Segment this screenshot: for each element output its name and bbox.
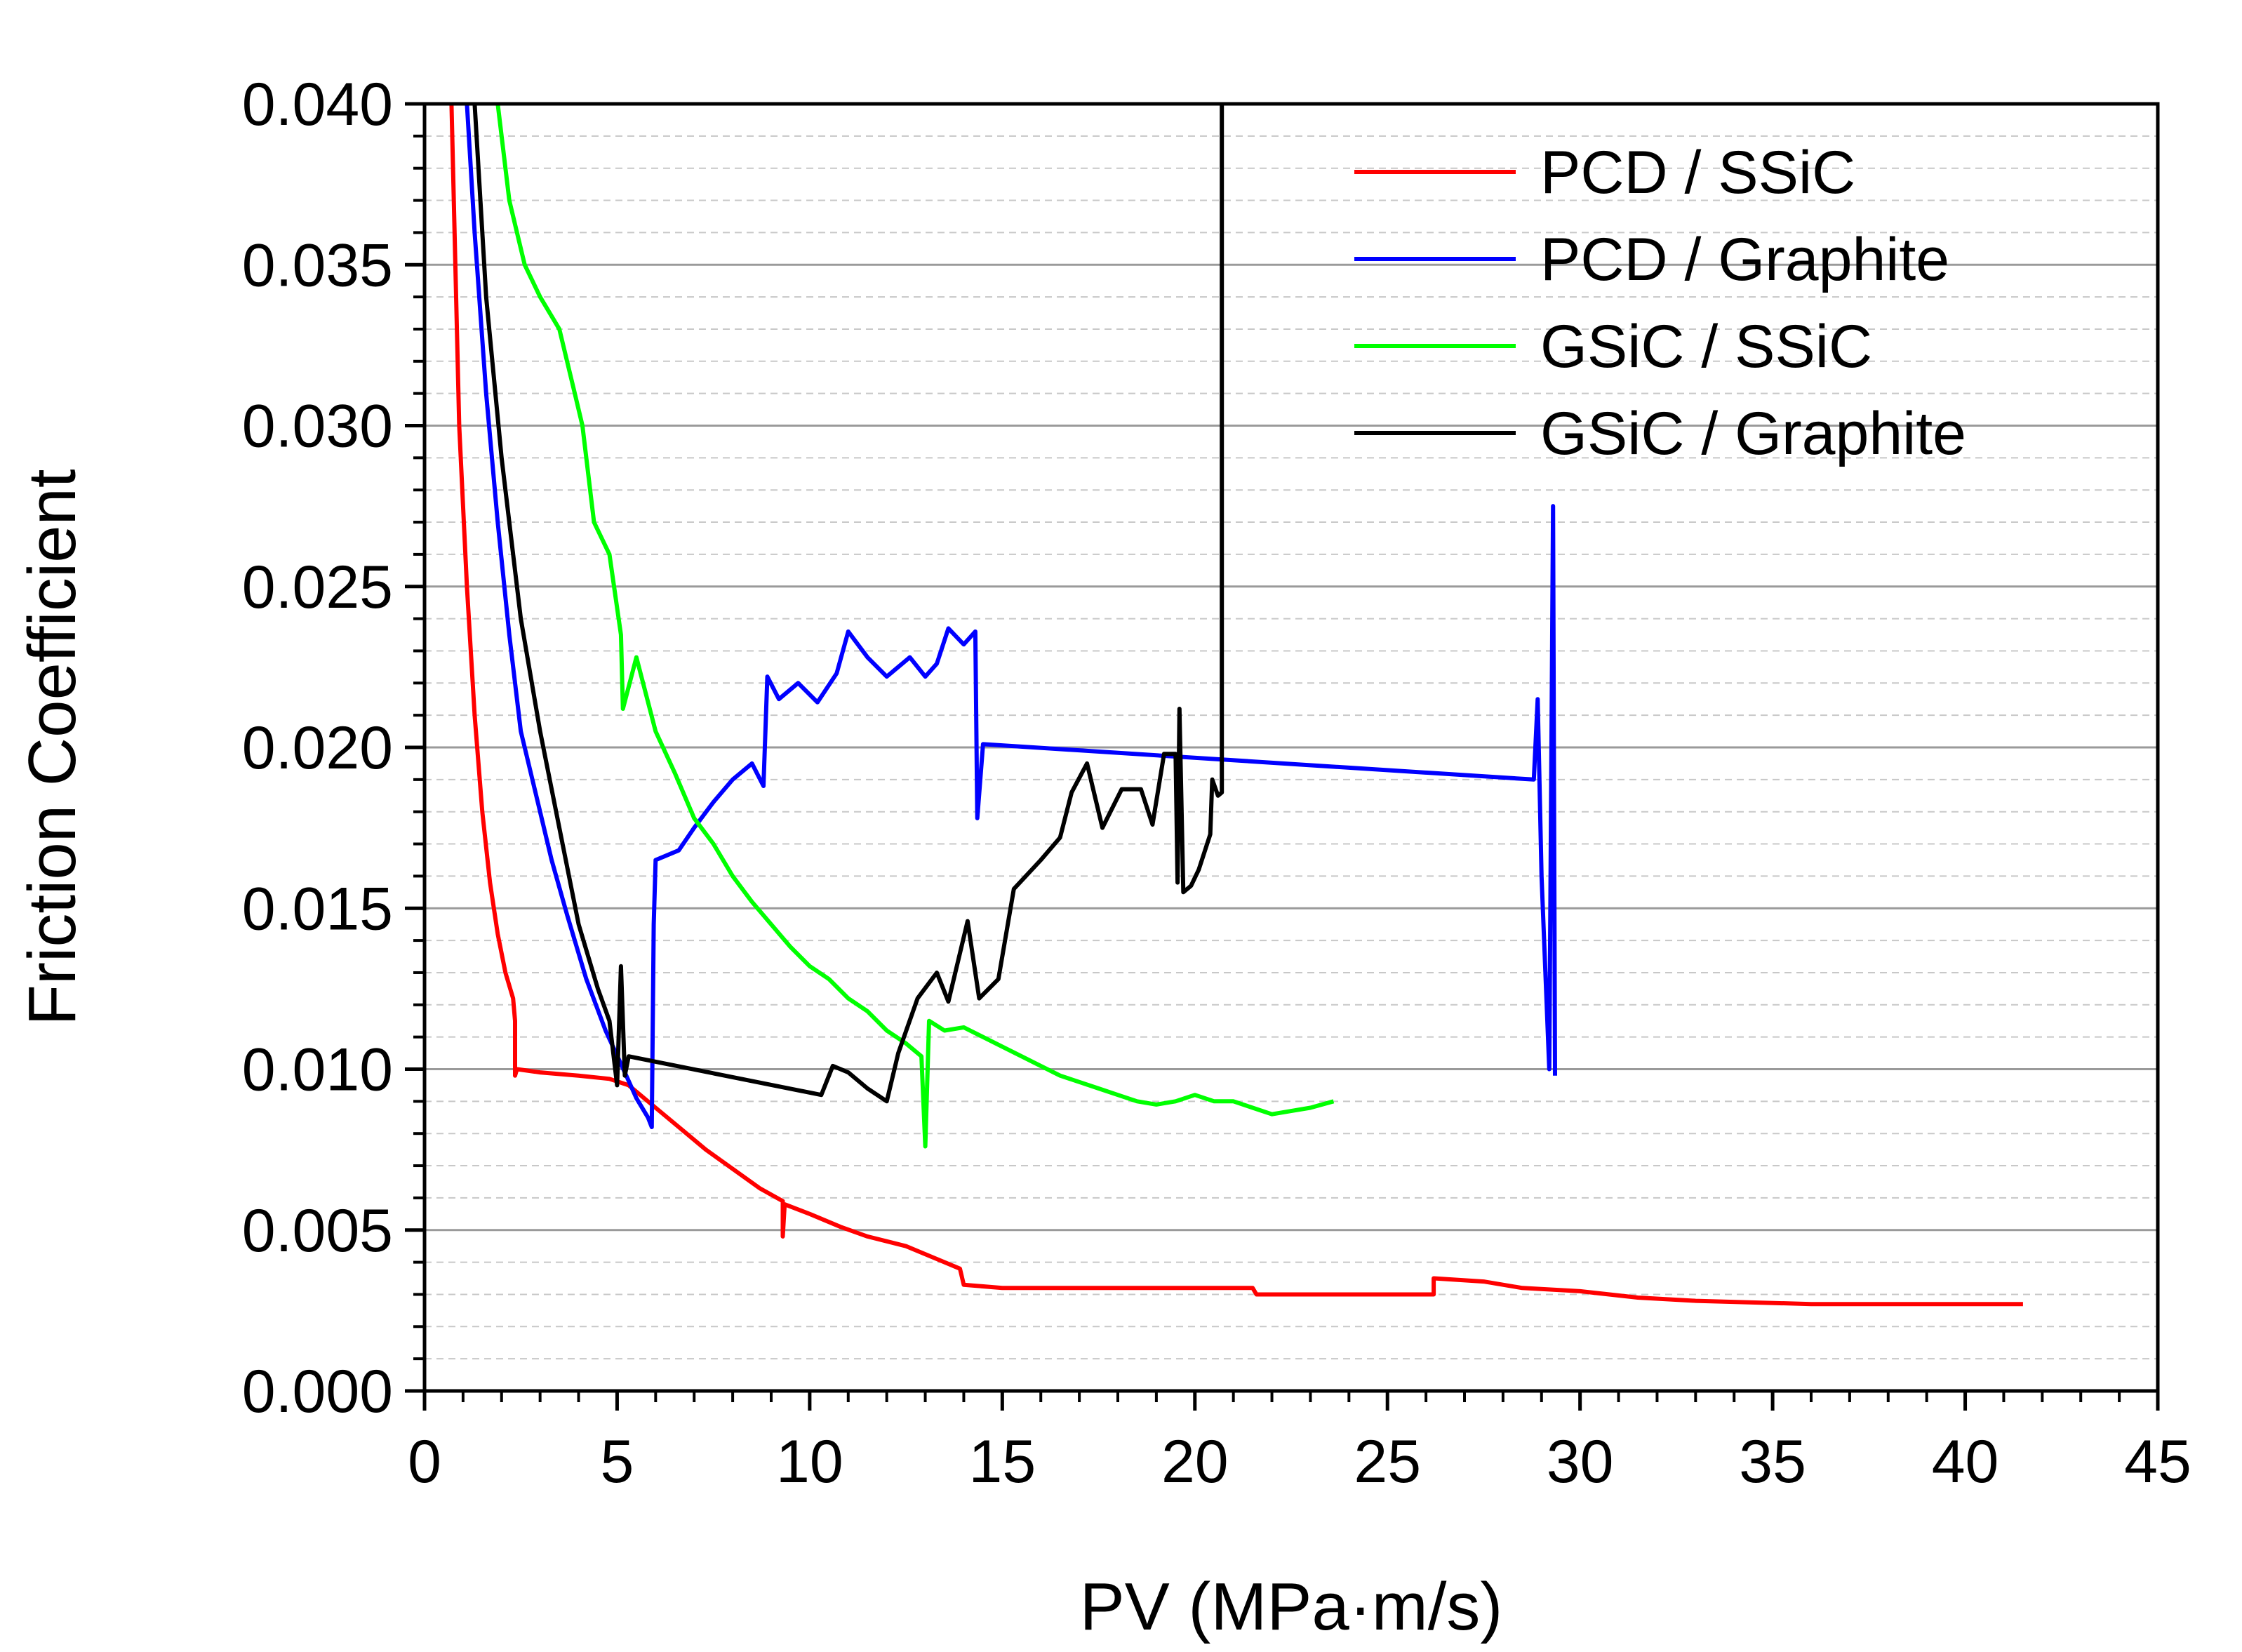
legend-label: GSiC / SSiC [1540,313,1872,380]
legend: PCD / SSiC PCD / Graphite GSiC / SSiC GSiC … [1354,139,1966,467]
y-tick-label: 0.030 [242,393,393,460]
y-tick-label: 0.010 [242,1037,393,1104]
series-line [465,104,1557,1129]
x-tick-label: 15 [968,1428,1036,1496]
x-tick-label: 25 [1354,1428,1421,1496]
y-tick-label: 0.025 [242,554,393,621]
series-line [495,104,1335,1149]
y-tick-label: 0.000 [242,1358,393,1425]
x-tick-label: 5 [601,1428,634,1496]
x-axis-title: PV (MPa·m/s) [1080,1569,1503,1644]
series-line [472,104,1225,1104]
y-tick-label: 0.005 [242,1197,393,1265]
x-tick-label: 45 [2124,1428,2191,1496]
y-tick-label: 0.015 [242,875,393,942]
series-lines [449,104,2023,1307]
legend-label: GSiC / Graphite [1540,400,1966,467]
y-tick-label: 0.020 [242,714,393,782]
y-tick-labels: 0.000 0.005 0.010 0.015 0.020 0.025 0.030 0.035… [242,71,393,1425]
grid-lines [425,135,2158,1360]
y-axis-title: Friction Coefficient [15,469,90,1025]
x-tick-label: 10 [776,1428,843,1496]
x-tick-label: 30 [1547,1428,1614,1496]
x-tick-label: 35 [1739,1428,1806,1496]
x-tick-label: 20 [1161,1428,1229,1496]
axis-ticks [405,102,2160,1411]
legend-label: PCD / SSiC [1540,139,1855,206]
x-tick-label: 0 [408,1428,441,1496]
y-tick-label: 0.040 [242,71,393,138]
x-tick-labels: 0 5 10 15 20 25 30 35 40 45 [408,1428,2191,1496]
y-tick-label: 0.035 [242,232,393,299]
legend-label: PCD / Graphite [1540,226,1949,293]
series-line [449,104,2023,1307]
x-tick-label: 40 [1932,1428,1999,1496]
